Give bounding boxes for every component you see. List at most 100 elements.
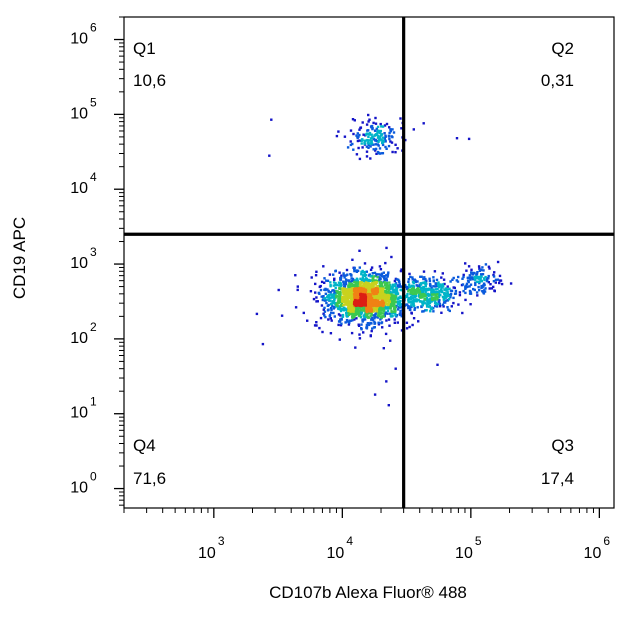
event-point bbox=[330, 302, 333, 305]
event-point bbox=[384, 140, 387, 143]
event-point bbox=[374, 315, 377, 319]
event-point bbox=[360, 311, 364, 314]
event-point bbox=[383, 124, 387, 127]
event-point bbox=[435, 305, 439, 308]
event-point bbox=[374, 116, 377, 120]
event-point bbox=[326, 304, 329, 307]
event-point bbox=[347, 307, 351, 311]
event-point bbox=[424, 282, 428, 285]
event-point bbox=[387, 289, 390, 292]
event-point bbox=[375, 140, 379, 143]
event-point bbox=[380, 291, 383, 295]
event-point bbox=[356, 306, 360, 309]
event-point bbox=[391, 135, 394, 139]
event-point bbox=[367, 143, 370, 147]
event-point bbox=[437, 281, 440, 284]
event-point bbox=[370, 297, 374, 300]
event-point bbox=[374, 313, 377, 317]
event-point bbox=[322, 265, 325, 268]
event-point bbox=[353, 285, 356, 289]
event-point bbox=[326, 294, 329, 298]
event-point bbox=[406, 292, 409, 296]
event-point bbox=[371, 276, 375, 280]
event-point bbox=[369, 268, 373, 271]
event-point bbox=[413, 294, 417, 297]
event-point bbox=[437, 295, 441, 299]
event-point bbox=[435, 284, 439, 288]
event-point bbox=[436, 298, 439, 301]
event-point bbox=[387, 144, 391, 148]
event-point bbox=[385, 380, 388, 383]
event-point bbox=[425, 305, 429, 308]
y-tick-exponent: 0 bbox=[90, 470, 97, 484]
event-point bbox=[296, 285, 299, 288]
event-point bbox=[378, 289, 381, 293]
event-point bbox=[333, 306, 336, 309]
event-point bbox=[424, 289, 427, 292]
event-point bbox=[368, 295, 371, 299]
event-point bbox=[322, 312, 325, 315]
event-point bbox=[328, 296, 331, 300]
event-point bbox=[386, 312, 389, 315]
event-point bbox=[393, 321, 396, 324]
event-point bbox=[329, 299, 332, 302]
event-point bbox=[395, 315, 398, 318]
event-point bbox=[411, 289, 414, 293]
event-point bbox=[360, 298, 363, 301]
event-point bbox=[339, 297, 342, 301]
event-point bbox=[348, 291, 351, 294]
y-tick-exponent: 6 bbox=[90, 21, 97, 35]
event-point bbox=[395, 290, 399, 293]
event-point bbox=[347, 296, 350, 300]
event-point bbox=[376, 287, 379, 291]
event-point bbox=[391, 283, 395, 286]
event-point bbox=[329, 332, 333, 335]
event-point bbox=[405, 321, 409, 324]
event-point bbox=[365, 123, 369, 126]
event-point bbox=[357, 287, 360, 291]
event-point bbox=[372, 121, 375, 125]
event-point bbox=[368, 118, 371, 121]
event-point bbox=[418, 293, 421, 297]
event-point bbox=[469, 283, 473, 286]
event-point bbox=[424, 287, 427, 291]
event-point bbox=[442, 278, 446, 281]
event-point bbox=[345, 301, 349, 304]
x-tick-exponent: 3 bbox=[218, 534, 225, 548]
event-point bbox=[375, 152, 378, 155]
event-point bbox=[353, 266, 356, 270]
event-point bbox=[302, 311, 305, 315]
event-point bbox=[457, 303, 460, 306]
event-point bbox=[393, 310, 396, 313]
event-point bbox=[391, 150, 394, 154]
event-point bbox=[362, 298, 365, 301]
event-point bbox=[366, 314, 369, 317]
event-point bbox=[412, 298, 416, 302]
event-point bbox=[366, 316, 369, 319]
event-point bbox=[315, 300, 318, 303]
event-point bbox=[371, 291, 375, 295]
event-point bbox=[339, 308, 343, 311]
event-point bbox=[474, 275, 477, 278]
event-point bbox=[469, 303, 472, 306]
event-point bbox=[339, 309, 343, 313]
event-point bbox=[351, 258, 354, 261]
event-point bbox=[391, 291, 395, 294]
event-point bbox=[323, 314, 326, 317]
event-point bbox=[420, 275, 423, 278]
event-point bbox=[384, 303, 387, 306]
event-point bbox=[394, 295, 398, 298]
event-point bbox=[360, 288, 363, 292]
event-point bbox=[420, 289, 423, 292]
event-point bbox=[312, 297, 316, 301]
event-point bbox=[492, 280, 496, 283]
event-point bbox=[352, 148, 355, 151]
event-point bbox=[452, 276, 455, 280]
event-point bbox=[363, 139, 367, 143]
event-point bbox=[353, 302, 357, 306]
event-point bbox=[421, 304, 424, 307]
event-point bbox=[483, 289, 486, 292]
event-point bbox=[428, 277, 431, 280]
event-point bbox=[342, 291, 345, 294]
